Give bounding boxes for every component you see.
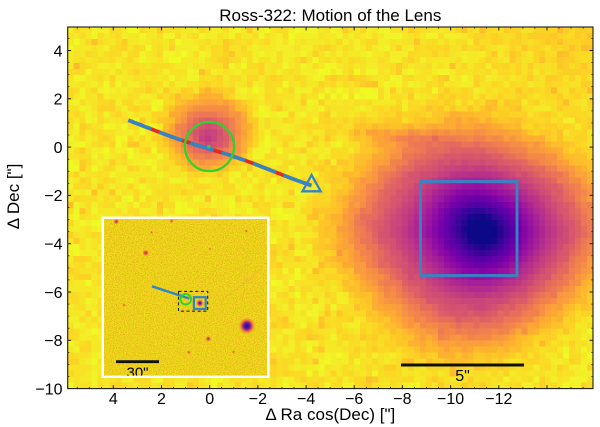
svg-text:Δ Dec ["]: Δ Dec ["]	[4, 164, 23, 230]
svg-text:4: 4	[54, 43, 63, 60]
svg-text:−12: −12	[485, 391, 512, 408]
svg-text:0: 0	[205, 391, 214, 408]
svg-text:Δ Ra cos(Dec) ["]: Δ Ra cos(Dec) ["]	[265, 405, 395, 424]
svg-text:2: 2	[157, 391, 166, 408]
svg-text:−4: −4	[297, 391, 315, 408]
svg-text:30": 30"	[126, 365, 148, 382]
svg-text:−4: −4	[44, 237, 62, 254]
svg-text:−6: −6	[345, 391, 363, 408]
svg-text:0: 0	[54, 140, 63, 157]
svg-text:4: 4	[109, 391, 118, 408]
svg-text:−10: −10	[437, 391, 464, 408]
svg-text:5": 5"	[455, 368, 470, 385]
svg-text:−6: −6	[44, 285, 62, 302]
svg-text:2: 2	[54, 92, 63, 109]
svg-text:−8: −8	[44, 333, 62, 350]
svg-text:Ross-322: Motion of the Lens: Ross-322: Motion of the Lens	[219, 6, 441, 25]
svg-text:−8: −8	[393, 391, 411, 408]
svg-text:−2: −2	[249, 391, 267, 408]
svg-text:−10: −10	[35, 381, 62, 398]
svg-text:−2: −2	[44, 188, 62, 205]
